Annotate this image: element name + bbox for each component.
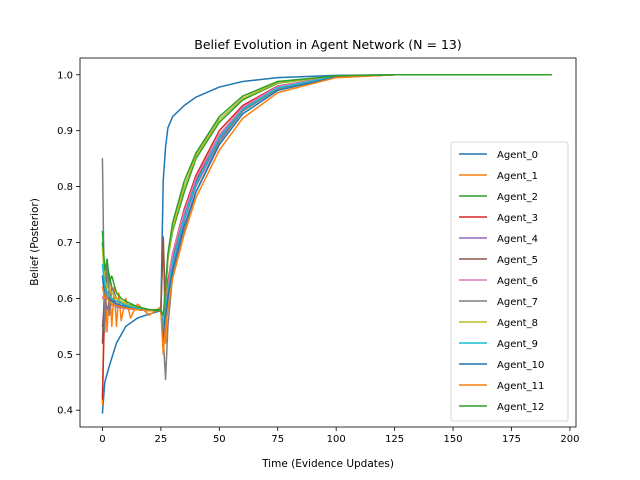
legend-label: Agent_4 [497, 234, 538, 245]
x-tick-label: 150 [444, 434, 463, 445]
chart-title: Belief Evolution in Agent Network (N = 1… [194, 37, 461, 52]
x-tick-label: 25 [155, 434, 168, 445]
plot-area [79, 57, 577, 428]
legend-label: Agent_9 [497, 339, 538, 350]
legend-label: Agent_7 [497, 297, 538, 308]
y-axis-label: Belief (Posterior) [29, 198, 41, 286]
legend-label: Agent_6 [497, 276, 538, 287]
legend-box [450, 141, 569, 422]
y-tick-label: 0.5 [57, 350, 73, 361]
series-line-agent-10 [101, 74, 552, 339]
y-tick-label: 0.9 [57, 126, 73, 137]
legend-label: Agent_3 [497, 213, 538, 224]
y-tick-label: 0.4 [57, 406, 73, 417]
legend-label: Agent_10 [497, 360, 544, 371]
y-tick-label: 0.6 [57, 294, 73, 305]
legend-label: Agent_11 [497, 381, 544, 392]
legend-label: Agent_0 [497, 150, 538, 161]
legend-label: Agent_12 [497, 402, 544, 413]
legend-label: Agent_2 [497, 192, 538, 203]
x-tick-label: 200 [560, 434, 579, 445]
y-tick-label: 0.8 [57, 182, 73, 193]
x-tick-label: 125 [385, 434, 404, 445]
y-tick-label: 1.0 [57, 70, 73, 81]
series-line-agent-9 [101, 74, 552, 328]
series-line-agent-11 [101, 74, 552, 356]
legend-label: Agent_1 [497, 171, 538, 182]
legend-label: Agent_5 [497, 255, 538, 266]
x-tick-label: 175 [502, 434, 521, 445]
x-axis-label: Time (Evidence Updates) [261, 458, 394, 470]
series-layer [101, 74, 552, 414]
y-tick-label: 0.7 [57, 238, 73, 249]
x-tick-label: 50 [213, 434, 226, 445]
x-axis: 0 25 50 75 100 125 150 175 200 [99, 427, 579, 445]
legend: Agent_0 Agent_1 Agent_2 Agent_3 Agent_4 Agent… [450, 141, 569, 422]
series-line-agent-12 [101, 74, 552, 316]
x-tick-label: 75 [271, 434, 284, 445]
x-tick-label: 100 [327, 434, 346, 445]
legend-label: Agent_8 [497, 318, 538, 329]
x-tick-label: 0 [99, 434, 105, 445]
y-axis: 0.4 0.5 0.6 0.7 0.8 0.9 1.0 [57, 70, 80, 417]
